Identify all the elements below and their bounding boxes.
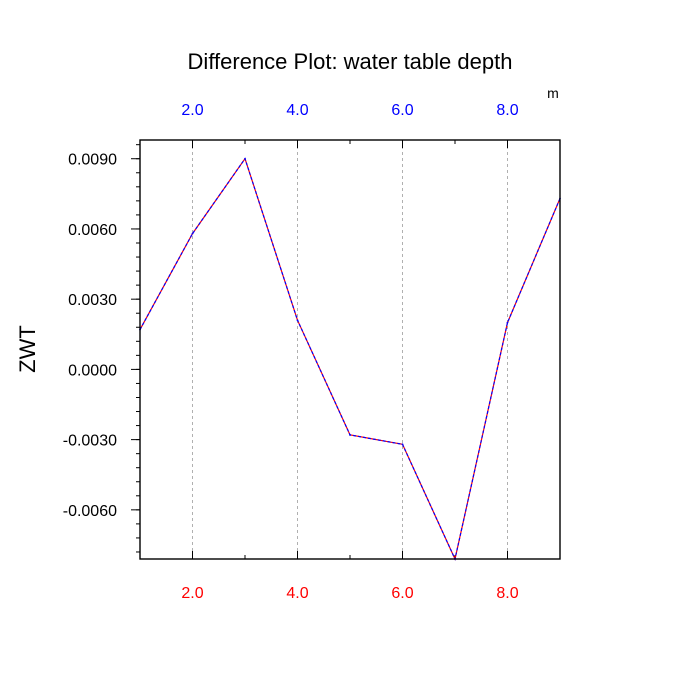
data-point [349, 434, 351, 436]
x-tick-label-bottom: 4.0 [286, 585, 308, 602]
x-tick-label-top: 2.0 [181, 102, 203, 119]
y-tick-label: 0.0000 [68, 362, 117, 379]
y-tick-label: -0.0030 [63, 433, 117, 450]
chart-title: Difference Plot: water table depth [188, 49, 513, 74]
tick-layer [131, 140, 561, 559]
data-point [191, 232, 194, 235]
data-point [296, 319, 299, 322]
y-axis-label: ZWT [15, 325, 40, 373]
y-tick-label: 0.0030 [68, 292, 117, 309]
x-tick-label-top: 8.0 [496, 102, 518, 119]
plot-frame [139, 139, 561, 560]
data-point [506, 321, 509, 324]
x-tick-label-top: 4.0 [286, 102, 308, 119]
x-tick-label-bottom: 6.0 [391, 585, 413, 602]
tick-label-layer: 2.0 2.0 4.0 4.0 6.0 6.0 8.0 8.0 0.0090 0.0060 0.00… [63, 102, 519, 602]
x-tick-label-top: 6.0 [391, 102, 413, 119]
series-line-blue [139, 157, 561, 561]
y-tick-label: 0.0060 [68, 222, 117, 239]
grid-layer [192, 140, 508, 559]
units-label: m [547, 85, 559, 101]
series-layer [139, 157, 561, 561]
x-tick-label-bottom: 8.0 [496, 585, 518, 602]
y-tick-label: 0.0090 [68, 152, 117, 169]
data-point [401, 443, 404, 446]
x-tick-label-bottom: 2.0 [181, 585, 203, 602]
data-point [244, 157, 246, 160]
y-tick-label: -0.0060 [63, 503, 117, 520]
